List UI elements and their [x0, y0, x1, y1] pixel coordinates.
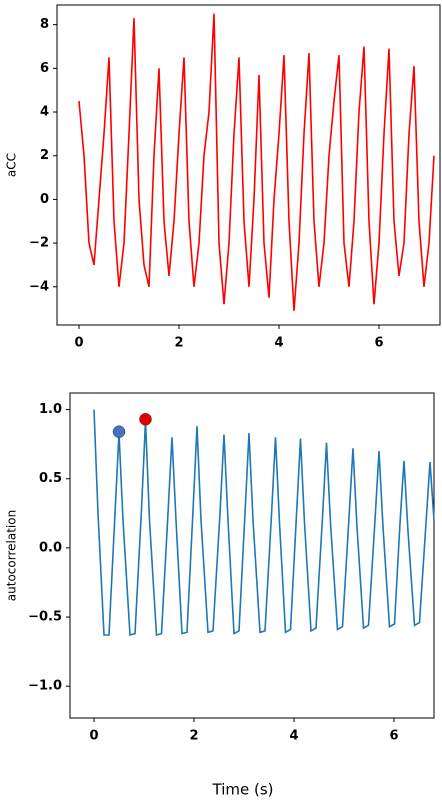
peak-marker [139, 413, 152, 426]
plot-area [56, 4, 441, 326]
y-tick-label: 2 [40, 148, 49, 163]
x-tick-label: 2 [189, 729, 198, 744]
y-tick-label: 0.0 [39, 540, 62, 555]
y-tick-label: −4 [29, 279, 49, 294]
y-axis-label: autocorrelation [5, 510, 19, 601]
x-tick-label: 0 [89, 729, 98, 744]
y-tick-label: 6 [40, 61, 49, 76]
y-tick-label: 0.5 [39, 471, 62, 486]
series-line [93, 409, 435, 637]
y-tick-label: −2 [29, 236, 49, 251]
y-tick-label: −0.5 [28, 610, 62, 625]
series-line [78, 13, 435, 311]
x-tick-label: 0 [74, 336, 83, 351]
y-axis-label: aCC [5, 153, 19, 177]
x-tick-label: 4 [274, 336, 283, 351]
plot-area [69, 392, 435, 719]
y-tick-label: 0 [40, 192, 49, 207]
y-tick-label: 8 [40, 17, 49, 32]
y-tick-label: 1.0 [39, 402, 62, 417]
x-tick-label: 6 [389, 729, 398, 744]
x-tick-label: 2 [174, 336, 183, 351]
x-axis-label: Time (s) [212, 781, 274, 799]
x-tick-label: 6 [374, 336, 383, 351]
x-tick-label: 4 [289, 729, 298, 744]
y-tick-label: −1.0 [28, 679, 62, 694]
y-tick-label: 4 [40, 105, 49, 120]
peak-marker [112, 425, 126, 438]
